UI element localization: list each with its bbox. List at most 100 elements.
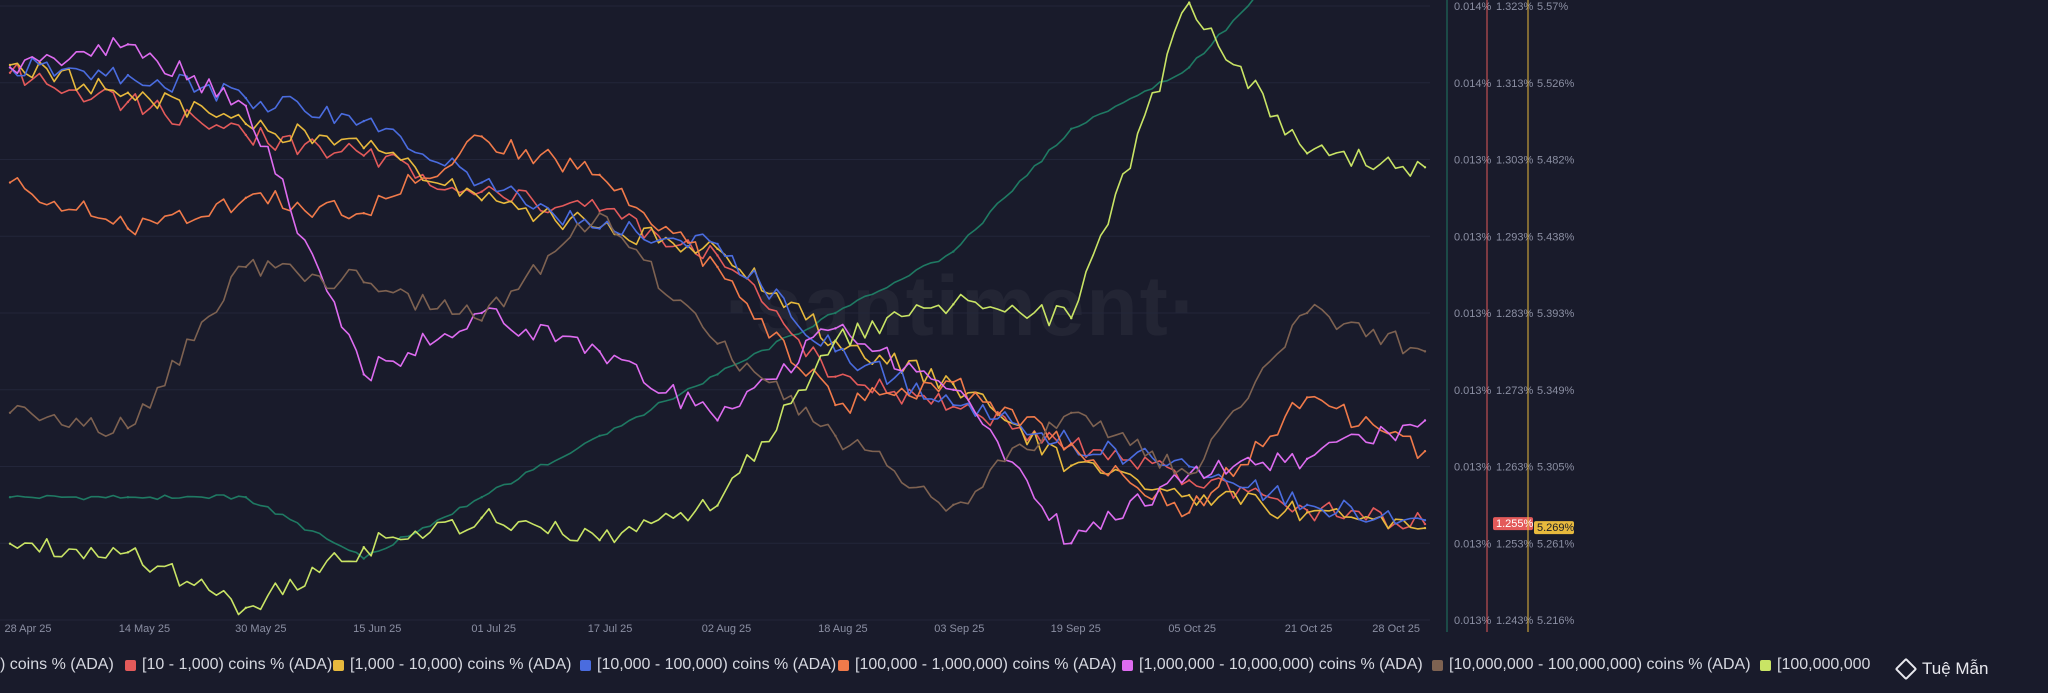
data-point: [1187, 1, 1191, 4]
data-point: [480, 190, 483, 193]
data-point: [1070, 464, 1073, 467]
data-point: [480, 199, 483, 202]
data-point: [1423, 166, 1427, 169]
y-tick-label: 1.303%: [1496, 155, 1534, 167]
legend-item[interactable]: ) coins % (ADA): [0, 656, 114, 674]
data-point: [952, 303, 955, 306]
data-point: [126, 100, 130, 104]
y-axes: 0.014% 0.014% 0.013% 0.013% 0.013% 0.013% 0.01…: [1446, 0, 1575, 632]
diamond-logo-icon: [1894, 657, 1918, 681]
data-point: [1187, 465, 1191, 468]
legend-swatch: [580, 659, 591, 671]
data-point: [834, 327, 837, 330]
data-point: [1070, 542, 1073, 545]
data-point: [480, 496, 483, 499]
data-point: [598, 227, 601, 230]
data-point: [1305, 311, 1309, 315]
y-tick-label: 0.013%: [1454, 538, 1492, 550]
legend-item[interactable]: [100,000 - 1,000,000) coins % (ADA): [838, 656, 1116, 674]
data-point: [834, 375, 837, 378]
x-axis-ticks: 28 Apr 25 14 May 25 30 May 25 15 Jun 25 01 J…: [4, 623, 1420, 635]
legend-label: [10,000 - 100,000) coins % (ADA): [597, 656, 837, 673]
legend-item[interactable]: [1,000,000 - 10,000,000) coins % (ADA): [1122, 656, 1423, 674]
last-value-label: 1.255%: [1496, 518, 1534, 530]
data-point: [244, 122, 248, 126]
data-point: [244, 606, 248, 610]
data-point: [952, 380, 955, 384]
x-tick-label: 05 Oct 25: [1168, 623, 1216, 635]
y-tick-label: 5.57%: [1537, 1, 1568, 13]
y-tick-label: 0.013%: [1454, 308, 1492, 320]
legend-swatch: [125, 659, 136, 671]
series-line-1: [9, 63, 1426, 530]
data-point: [244, 96, 248, 100]
data-point: [126, 227, 130, 230]
legend-label: [10,000,000 - 100,000,000) coins % (ADA): [1449, 656, 1751, 673]
data-point: [1423, 519, 1427, 522]
y-tick-label: 5.438%: [1537, 231, 1575, 243]
legend-label: [1,000,000 - 10,000,000) coins % (ADA): [1139, 656, 1423, 673]
legend-swatch: [1760, 659, 1771, 671]
data-point: [1187, 479, 1191, 482]
legend-item[interactable]: [10,000,000 - 100,000,000) coins % (ADA): [1432, 656, 1751, 674]
data-point: [1070, 317, 1073, 320]
y-tick-label: 0.013%: [1454, 231, 1492, 243]
data-point: [244, 196, 248, 200]
legend-swatch: [1432, 659, 1443, 671]
author-name: Tuệ Mẫn: [1922, 659, 1989, 678]
legend-item[interactable]: [100,000,000: [1760, 656, 1870, 674]
data-point: [362, 119, 365, 123]
data-point: [8, 71, 12, 74]
x-tick-label: 17 Jul 25: [588, 623, 633, 635]
legend-swatch: [838, 659, 849, 671]
data-point: [8, 411, 12, 414]
y-tick-label: 0.013%: [1454, 385, 1492, 397]
data-point: [1070, 442, 1073, 445]
data-point: [1305, 457, 1309, 461]
y-tick-label: 1.313%: [1496, 78, 1534, 90]
series-line-2: [9, 61, 1426, 530]
data-point: [8, 181, 12, 184]
x-tick-label: 28 Oct 25: [1372, 623, 1420, 635]
y-tick-label: 1.253%: [1496, 538, 1534, 550]
y-tick-label: 1.293%: [1496, 231, 1534, 243]
y-tick-label: 0.013%: [1454, 462, 1492, 474]
legend-item[interactable]: [1,000 - 10,000) coins % (ADA): [333, 656, 571, 674]
data-point: [952, 403, 955, 407]
y-tick-label: 5.261%: [1537, 538, 1575, 550]
x-tick-label: 01 Jul 25: [471, 623, 516, 635]
x-tick-label: 30 May 25: [235, 623, 286, 635]
data-point: [1187, 511, 1191, 514]
y-tick-label: 0.014%: [1454, 1, 1492, 13]
data-point: [716, 265, 719, 269]
data-point: [480, 516, 483, 519]
data-point: [1187, 472, 1191, 476]
data-point: [1187, 66, 1191, 69]
legend-item[interactable]: [10,000 - 100,000) coins % (ADA): [580, 656, 836, 674]
data-point: [952, 503, 955, 507]
x-tick-label: 03 Sep 25: [934, 623, 984, 635]
legend-label: [100,000 - 1,000,000) coins % (ADA): [855, 656, 1117, 673]
data-point: [834, 350, 837, 353]
legend-item[interactable]: [10 - 1,000) coins % (ADA): [125, 656, 332, 674]
y-tick-label: 0.013%: [1454, 615, 1492, 627]
data-point: [480, 181, 483, 184]
data-point: [1305, 511, 1309, 514]
x-tick-label: 15 Jun 25: [353, 623, 401, 635]
data-point: [362, 147, 365, 150]
data-point: [952, 250, 955, 253]
data-point: [1305, 509, 1309, 512]
data-point: [480, 311, 483, 315]
data-point: [8, 63, 12, 67]
data-point: [716, 247, 719, 251]
data-point: [1423, 526, 1427, 530]
data-point: [1423, 449, 1427, 453]
x-tick-label: 14 May 25: [119, 623, 170, 635]
data-point: [126, 43, 130, 46]
y-tick-label: 1.243%: [1496, 615, 1534, 627]
y-tick-label: 5.482%: [1537, 155, 1575, 167]
data-point: [952, 382, 955, 386]
data-point: [716, 254, 719, 257]
legend-label: [10 - 1,000) coins % (ADA): [142, 656, 333, 673]
